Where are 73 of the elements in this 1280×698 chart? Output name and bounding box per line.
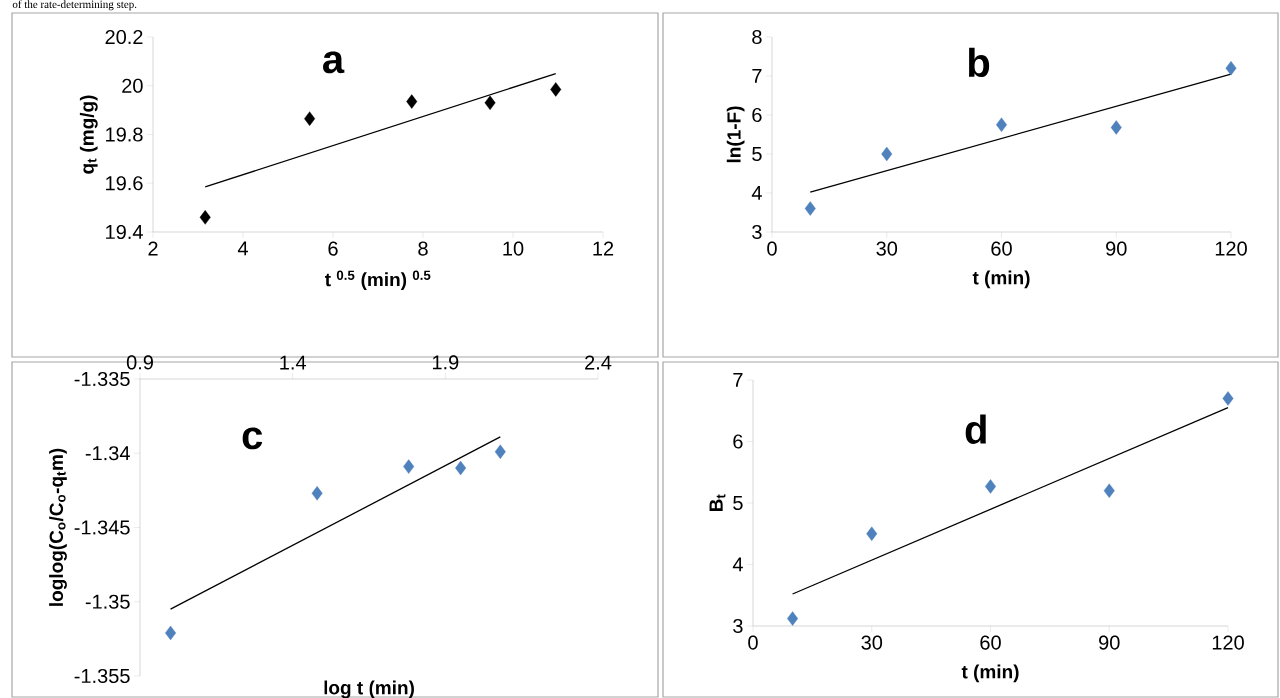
x-tick-label: 12 — [593, 241, 614, 256]
point — [1110, 120, 1122, 135]
point — [1103, 483, 1115, 498]
point — [985, 479, 996, 494]
x-tick-label: 2 — [148, 241, 158, 256]
point — [406, 94, 418, 109]
x-tick-label: 60 — [991, 241, 1012, 256]
y-tick-label: 6 — [752, 107, 762, 123]
y-tick-label: -1.34 — [85, 446, 130, 461]
y-tick-label: 4 — [732, 557, 743, 572]
y-tick-label: 19.8 — [106, 127, 143, 142]
point — [804, 201, 816, 216]
y-tick-label: 4 — [751, 186, 762, 200]
y-tick-label: 20 — [122, 78, 143, 93]
y-tick-label: 6 — [733, 434, 743, 449]
text: of the rate-determining step. — [12, 0, 137, 11]
y-axis-title: q$_{t}$ (mg/g) — [79, 95, 98, 174]
x-tick-label: 2.4 — [585, 355, 612, 370]
point — [311, 486, 323, 501]
point — [996, 117, 1007, 132]
x-tick-label: 30 — [861, 635, 883, 650]
text: d — [965, 414, 986, 444]
x-axis-title: t (min) — [961, 664, 1019, 683]
x-tick-label: 10 — [503, 241, 524, 256]
y-tick-label: 8 — [752, 29, 762, 45]
point — [403, 459, 415, 474]
point — [455, 460, 467, 476]
chart-title: a — [323, 51, 345, 74]
y-axis-title: loglog(C$_{o}$/C$_{o}$-q$_{t}$m) — [49, 448, 67, 606]
y-tick-label: 3 — [752, 224, 762, 240]
y-tick-label: -1.35 — [85, 594, 130, 609]
x-tick-label: 120 — [1215, 241, 1247, 256]
x-tick-label: 0 — [748, 635, 758, 650]
point — [304, 111, 316, 126]
chart-title: b — [968, 47, 990, 78]
x-tick-label: 4 — [237, 241, 248, 256]
y-tick-label: 7 — [752, 69, 762, 83]
x-tick-label: 8 — [418, 241, 428, 256]
x-tick-label: 0.9 — [126, 355, 153, 370]
y-tick-label: 19.4 — [106, 224, 143, 240]
x-axis-title: log t (min) — [324, 680, 414, 698]
point — [1222, 391, 1234, 406]
x-tick-label: 0 — [767, 241, 777, 256]
y-tick-label: 7 — [733, 373, 743, 387]
text: c — [242, 427, 263, 450]
y-axis-title: B$_{t}$ — [709, 494, 726, 512]
point — [866, 526, 878, 541]
point — [881, 146, 893, 162]
x-axis-title: t (min) — [972, 270, 1030, 289]
point — [1225, 60, 1237, 76]
y-tick-label: -1.335 — [74, 371, 130, 387]
y-tick-label: 5 — [733, 496, 743, 510]
y-tick-label: 20.2 — [105, 29, 143, 45]
x-tick-label: 1.9 — [432, 355, 459, 370]
point — [787, 611, 799, 626]
x-tick-label: 30 — [876, 241, 898, 256]
point — [494, 444, 506, 459]
point — [484, 95, 496, 111]
x-tick-label: 1.4 — [280, 355, 306, 370]
point — [199, 210, 211, 225]
y-axis-title: ln(1-F) — [726, 106, 745, 163]
point — [550, 82, 562, 97]
x-tick-label: 120 — [1212, 635, 1244, 650]
x-tick-label: 6 — [328, 241, 338, 256]
y-tick-label: -1.355 — [74, 668, 130, 684]
y-tick-label: 19.6 — [106, 176, 143, 191]
y-tick-label: -1.345 — [74, 520, 130, 535]
y-tick-label: 5 — [752, 147, 762, 161]
x-tick-label: 60 — [980, 635, 1001, 650]
x-tick-label: 90 — [1106, 241, 1127, 256]
x-axis-title: t $^{0.5}$ (min) $^{0.5}$ — [324, 270, 431, 291]
y-tick-label: 3 — [733, 618, 743, 634]
x-tick-label: 90 — [1099, 635, 1120, 650]
